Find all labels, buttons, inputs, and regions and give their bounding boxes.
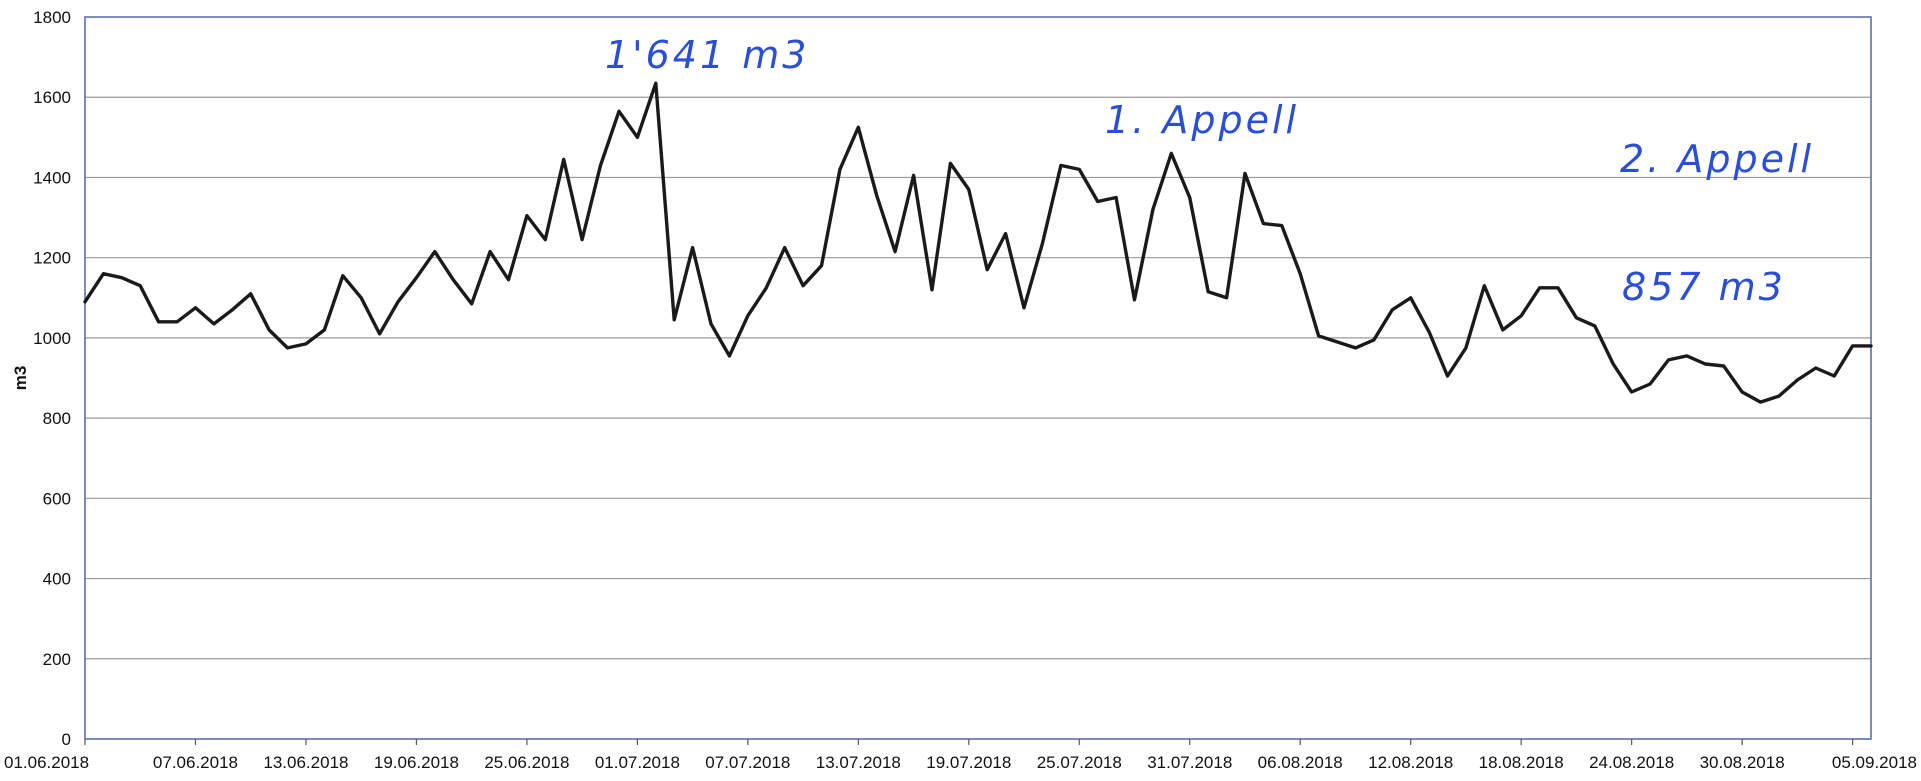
y-axis-ticks: 0 200 400 600 800 1000 1200 1400 1600 1800	[33, 8, 71, 749]
y-tick-label: 1200	[33, 249, 71, 268]
x-tick-label: 25.07.2018	[1037, 753, 1122, 772]
y-tick-label: 1600	[33, 88, 71, 107]
x-tick-label: 12.08.2018	[1368, 753, 1453, 772]
y-tick-label: 400	[43, 570, 71, 589]
x-tick-label: 24.08.2018	[1589, 753, 1674, 772]
x-tick-label: 25.06.2018	[484, 753, 569, 772]
x-tick-label: 31.07.2018	[1147, 753, 1232, 772]
y-tick-label: 1000	[33, 329, 71, 348]
y-tick-label: 800	[43, 409, 71, 428]
y-tick-label: 600	[43, 489, 71, 508]
x-tick-label: 19.07.2018	[926, 753, 1011, 772]
y-tick-label: 0	[62, 730, 71, 749]
x-tick-label: 07.06.2018	[153, 753, 238, 772]
x-tick-label: 07.07.2018	[705, 753, 790, 772]
x-tick-label: 01.06.2018	[4, 753, 89, 772]
x-tick-label: 30.08.2018	[1700, 753, 1785, 772]
annotation-min: 857 m3	[1622, 265, 1786, 309]
series-line	[83, 81, 1873, 404]
grid-lines	[85, 96, 1871, 660]
annotation-peak: 1'641 m3	[605, 33, 809, 77]
annotation-appell-2: 2. Appell	[1620, 137, 1814, 181]
x-tick-label: 05.09.2018	[1832, 753, 1917, 772]
y-tick-label: 1800	[33, 8, 71, 27]
annotations: 1'641 m3 1. Appell 2. Appell 857 m3	[605, 33, 1814, 309]
x-tick-label: 06.08.2018	[1258, 753, 1343, 772]
y-axis-label: m3	[11, 366, 30, 391]
y-tick-label: 200	[43, 650, 71, 669]
x-tick-label: 13.06.2018	[263, 753, 348, 772]
x-tick-label: 13.07.2018	[816, 753, 901, 772]
plot-frame	[84, 16, 1872, 740]
annotation-appell-1: 1. Appell	[1105, 98, 1299, 142]
x-tick-label: 18.08.2018	[1479, 753, 1564, 772]
x-tick-label: 01.07.2018	[595, 753, 680, 772]
x-axis-ticks: 01.06.2018 07.06.2018 13.06.2018 19.06.2018…	[4, 739, 1917, 772]
x-tick-label: 19.06.2018	[374, 753, 459, 772]
y-tick-label: 1400	[33, 168, 71, 187]
series-layer	[83, 81, 1873, 404]
